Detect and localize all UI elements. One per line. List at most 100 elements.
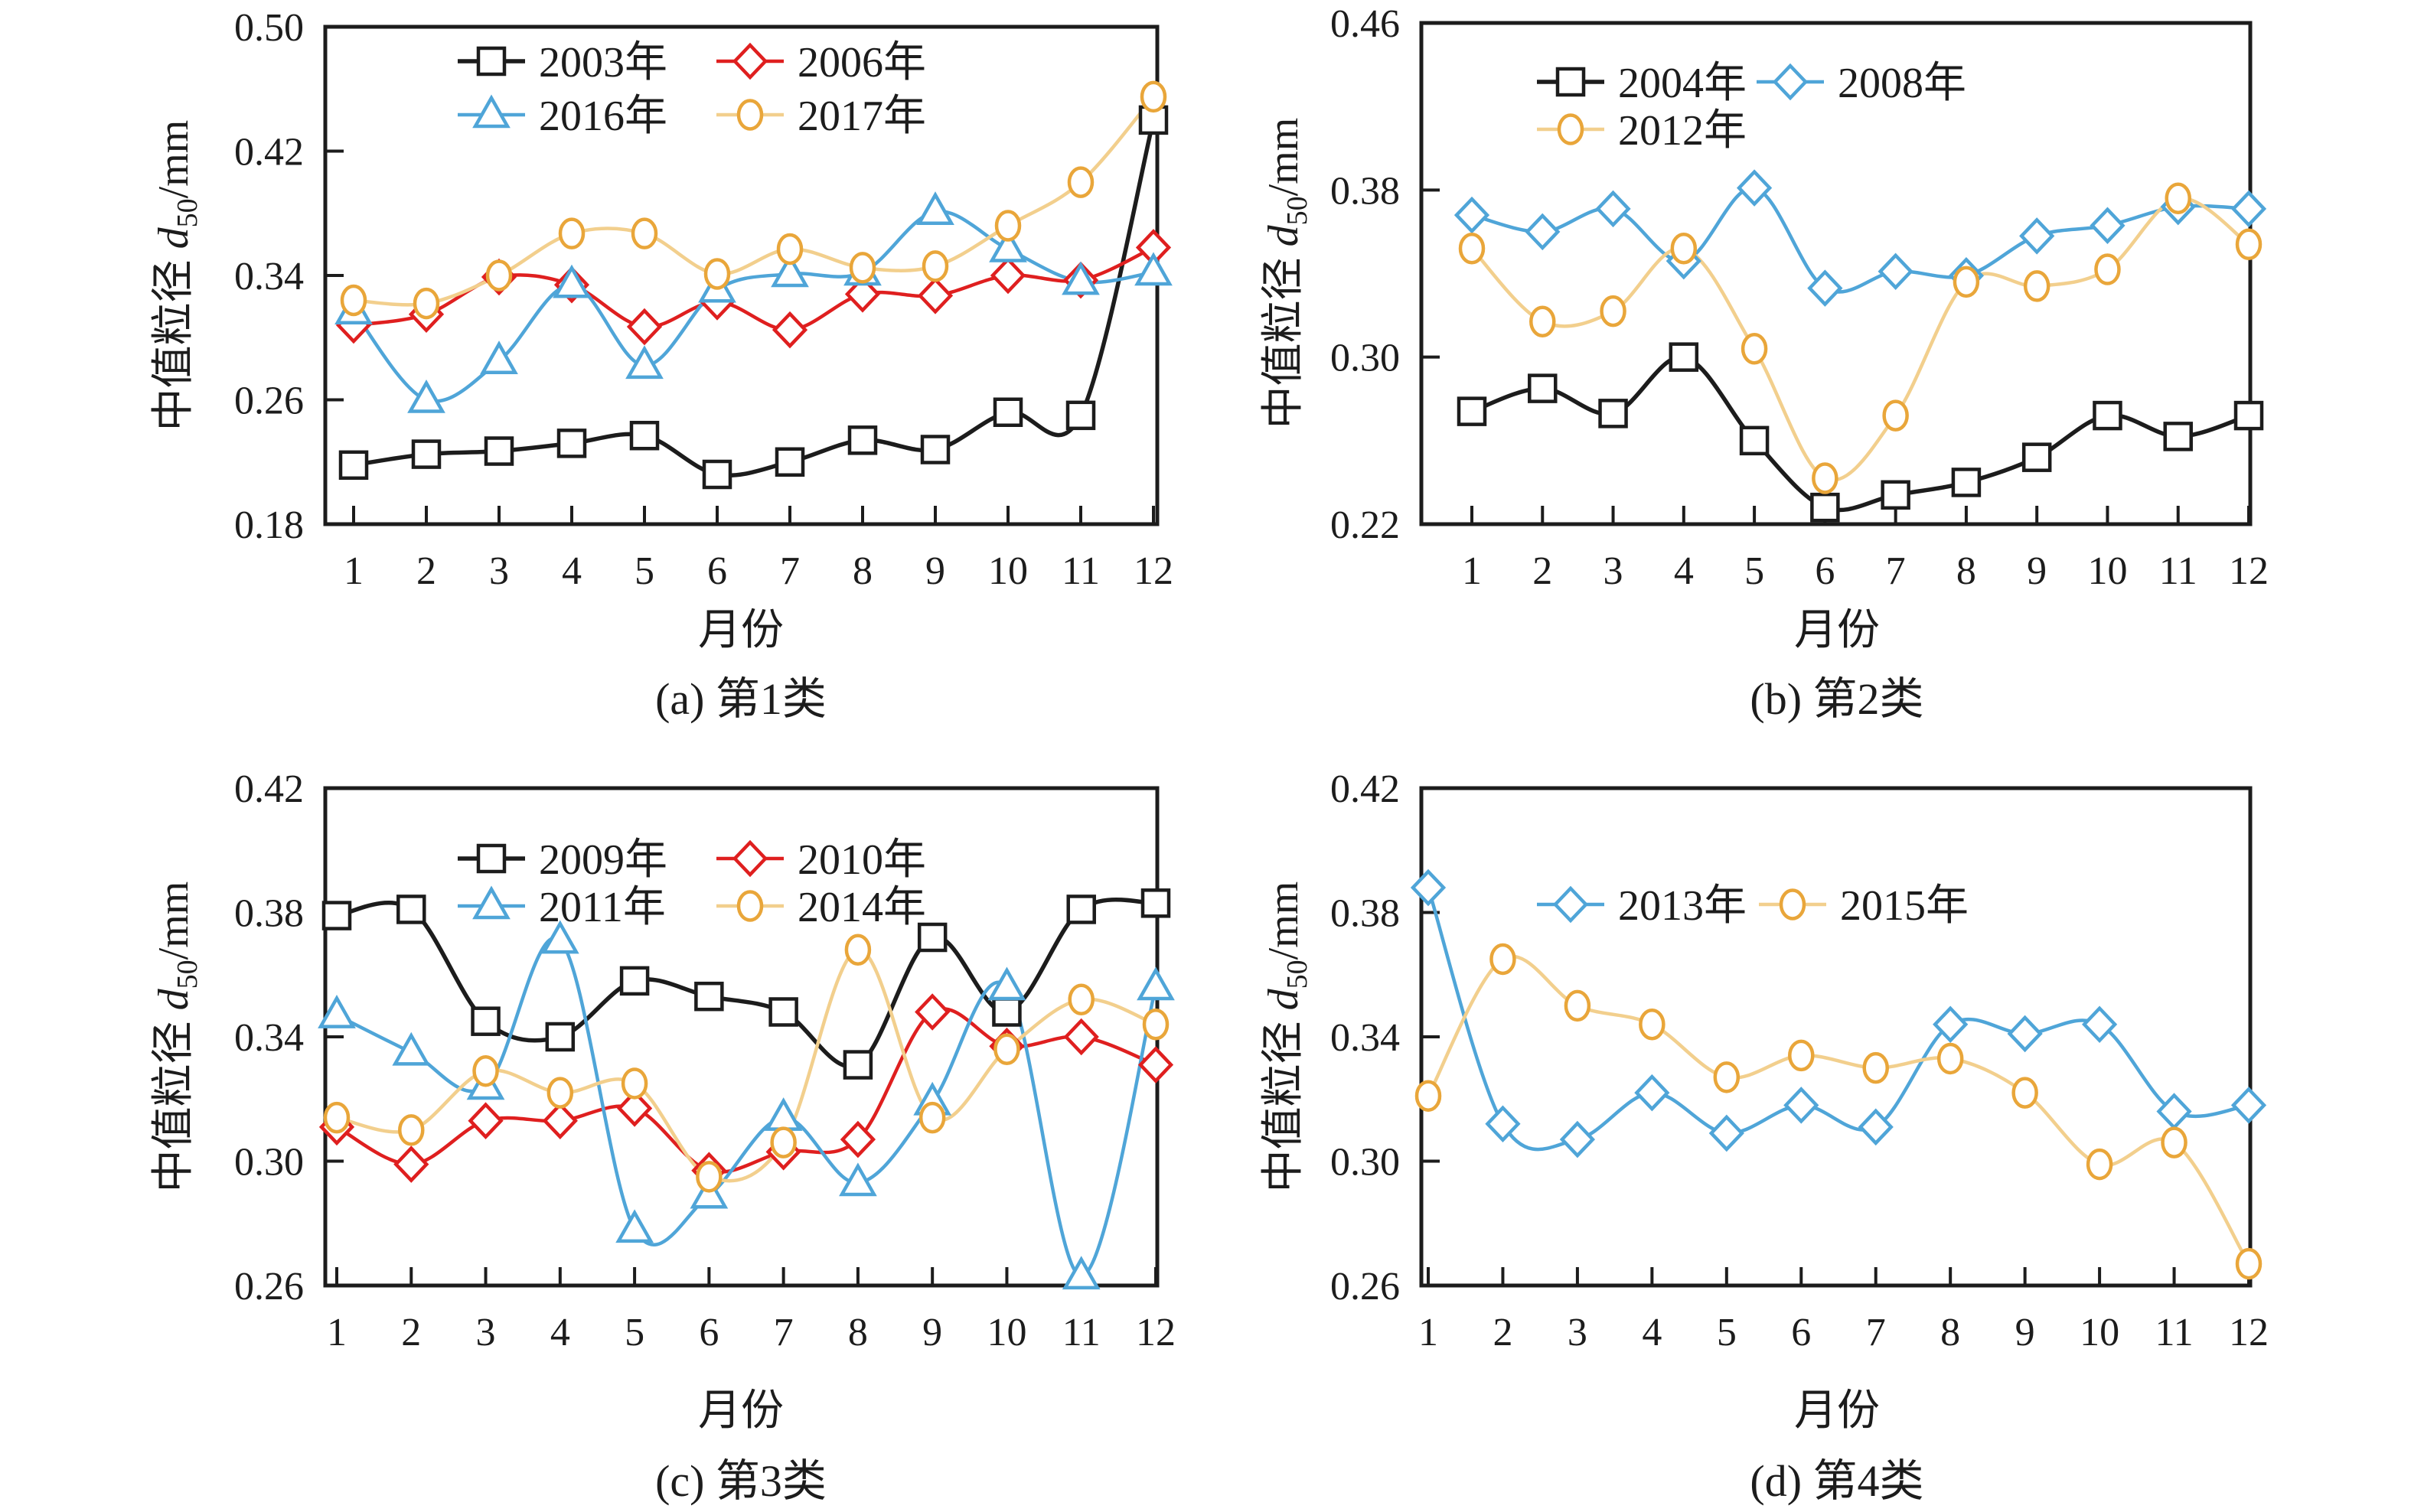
x-tick-label: 6 <box>1815 549 1835 593</box>
x-tick-label: 12 <box>1136 1311 1176 1354</box>
marker-square <box>847 425 878 455</box>
x-tick-label: 1 <box>327 1311 347 1354</box>
x-tick-label: 2 <box>416 549 436 593</box>
legend-item-2006年: 2006年 <box>716 39 926 86</box>
marker-circle <box>1414 1080 1442 1112</box>
x-tick-label: 9 <box>2015 1311 2035 1354</box>
marker-square <box>629 420 660 451</box>
marker-diamond <box>1559 1120 1596 1158</box>
y-tick-label: 0.26 <box>234 380 304 423</box>
legend-item-2016年: 2016年 <box>458 93 667 140</box>
marker-circle <box>993 1033 1020 1065</box>
y-tick-label: 0.38 <box>234 892 304 936</box>
series-markers-2006年 <box>335 229 1172 349</box>
x-tick-label: 4 <box>1674 549 1694 593</box>
marker-square <box>556 429 587 458</box>
marker-diamond <box>1772 63 1809 101</box>
x-tick-label: 6 <box>1791 1311 1811 1354</box>
marker-square <box>2163 422 2193 451</box>
series-markers-2009年 <box>321 888 1171 1080</box>
x-tick-label: 12 <box>2229 1311 2269 1354</box>
series-markers-2017年 <box>340 80 1167 320</box>
marker-circle <box>1812 462 1838 494</box>
y-tick-label: 0.42 <box>1330 767 1400 811</box>
marker-circle <box>844 934 872 966</box>
marker-square <box>1951 468 1982 497</box>
marker-diamond <box>2156 1093 2192 1130</box>
y-tick-label: 0.26 <box>1330 1265 1400 1308</box>
x-axis-label-d: 月份 <box>1794 1387 1880 1435</box>
x-tick-label: 9 <box>925 549 945 593</box>
marker-circle <box>849 252 876 284</box>
x-tick-label: 2 <box>1532 549 1552 593</box>
legend-label: 2004年 <box>1618 60 1747 107</box>
marker-diamond <box>2090 207 2126 244</box>
marker-triangle <box>1062 261 1100 295</box>
y-tick-label: 0.34 <box>234 255 304 298</box>
marker-square <box>476 46 507 77</box>
marker-circle <box>1564 989 1591 1022</box>
x-tick-label: 5 <box>1744 549 1764 593</box>
legend-item-2013年: 2013年 <box>1537 882 1747 930</box>
x-tick-label: 10 <box>2080 1311 2119 1354</box>
marker-square <box>1739 425 1770 456</box>
y-tick-label: 0.26 <box>234 1265 304 1308</box>
marker-triangle <box>392 1031 431 1066</box>
x-tick-label: 8 <box>848 1311 868 1354</box>
marker-triangle <box>1137 966 1175 1001</box>
marker-triangle <box>987 966 1026 1001</box>
marker-circle <box>558 217 586 249</box>
marker-circle <box>1142 1009 1170 1041</box>
marker-square <box>1669 342 1699 372</box>
series-markers-2004年 <box>1457 342 2264 523</box>
marker-diamond <box>1807 269 1843 307</box>
legend-label: 2013年 <box>1618 882 1747 930</box>
marker-diamond <box>1708 1114 1744 1152</box>
x-tick-label: 7 <box>774 1311 794 1354</box>
x-tick-label: 10 <box>987 1311 1026 1354</box>
marker-triangle <box>480 341 518 374</box>
legend-item-2012年: 2012年 <box>1537 107 1747 155</box>
x-tick-label: 11 <box>2155 1311 2194 1354</box>
marker-circle <box>1639 1009 1666 1041</box>
series-line-2003年 <box>351 118 1156 478</box>
marker-diamond <box>1552 885 1589 924</box>
x-tick-label: 3 <box>476 1311 496 1354</box>
marker-square <box>775 447 805 477</box>
plot-box <box>1419 21 2253 526</box>
marker-diamond <box>393 1145 429 1183</box>
marker-square <box>702 459 732 490</box>
y-tick-label: 0.38 <box>1330 169 1400 213</box>
marker-circle <box>398 1114 425 1146</box>
marker-circle <box>1068 983 1095 1015</box>
x-tick-label: 9 <box>922 1311 942 1354</box>
series-markers-2016年 <box>334 191 1173 413</box>
x-axis-label-c: 月份 <box>698 1387 784 1435</box>
marker-circle <box>323 1101 351 1134</box>
marker-triangle <box>318 995 356 1028</box>
series-line-2016年 <box>351 210 1156 403</box>
x-tick-label: 7 <box>1866 1311 1886 1354</box>
x-tick-label: 11 <box>1062 549 1100 593</box>
legend-item-2008年: 2008年 <box>1757 60 1966 107</box>
marker-circle <box>994 210 1022 242</box>
marker-diamond <box>1137 1046 1174 1083</box>
marker-square <box>545 1022 576 1052</box>
panel-d: 0.260.300.340.380.421 2 3 4 5 6 7 8 9 10 11 122013年… <box>1330 767 2269 1354</box>
marker-triangle <box>407 379 445 413</box>
marker-circle <box>770 1126 797 1158</box>
marker-triangle <box>615 1209 654 1243</box>
marker-diamond <box>844 275 881 313</box>
marker-square <box>768 997 798 1027</box>
y-axis-title-d: 中值粒径 d50/mm <box>1260 881 1313 1193</box>
marker-triangle <box>989 228 1027 262</box>
marker-diamond <box>732 42 768 80</box>
marker-square <box>992 997 1022 1027</box>
marker-circle <box>1489 943 1516 976</box>
marker-diamond <box>1736 169 1773 207</box>
marker-diamond <box>2230 190 2267 228</box>
panel-c: 0.260.300.340.380.421 2 3 4 5 6 7 8 9 10 11 122009年… <box>234 767 1176 1354</box>
x-tick-label: 8 <box>853 549 873 593</box>
x-tick-label: 3 <box>489 549 509 593</box>
